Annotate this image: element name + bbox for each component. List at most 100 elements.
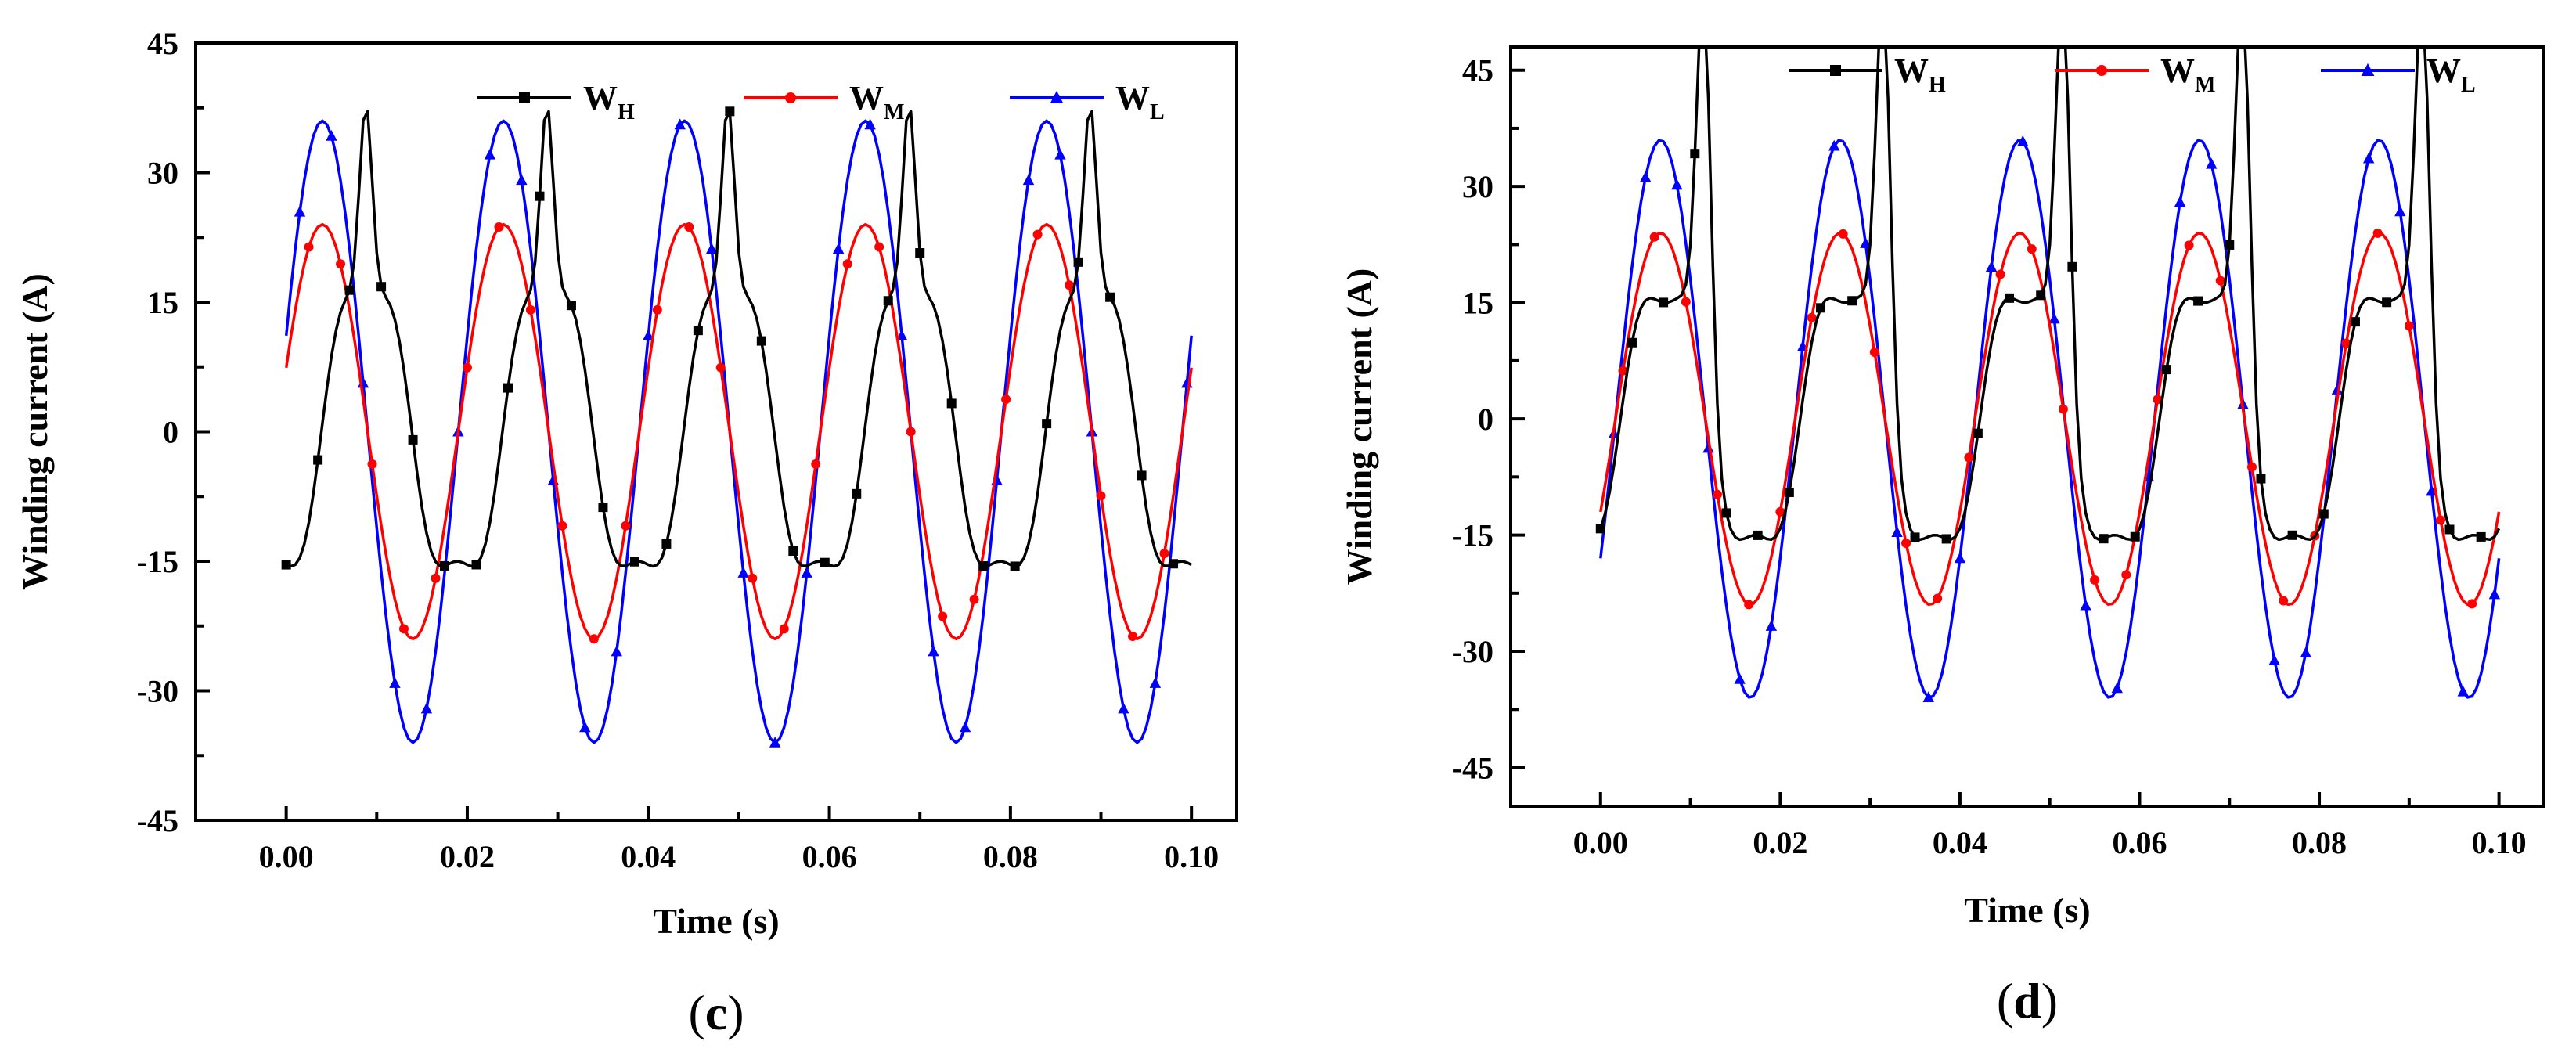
triangle-marker xyxy=(1118,702,1129,714)
square-marker xyxy=(2036,290,2046,301)
y-tick-label: 15 xyxy=(147,285,178,320)
y-tick-label: -30 xyxy=(137,674,178,709)
circle-marker xyxy=(779,624,789,634)
triangle-marker xyxy=(928,645,939,657)
triangle-marker xyxy=(2394,205,2406,217)
y-axis-title: Winding current (A) xyxy=(15,273,55,590)
circle-marker xyxy=(1744,600,1754,610)
circle-marker xyxy=(938,611,948,621)
x-tick-label: 0.06 xyxy=(2112,825,2167,860)
legend-entry-w-h: WH xyxy=(1789,52,1946,97)
triangle-marker xyxy=(2174,196,2186,207)
series-group xyxy=(1595,34,2501,702)
triangle-marker xyxy=(2017,135,2029,146)
triangle-marker xyxy=(2426,485,2437,496)
square-marker xyxy=(2287,530,2297,540)
circle-marker xyxy=(1807,312,1817,322)
triangle-marker xyxy=(2457,685,2469,697)
square-marker xyxy=(661,539,672,549)
circle-marker xyxy=(336,259,346,269)
legend-entry-w-h: WH xyxy=(477,79,635,124)
circle-marker xyxy=(1775,506,1785,517)
square-marker xyxy=(471,560,481,570)
square-marker xyxy=(2225,240,2235,250)
circle-marker xyxy=(1096,491,1106,501)
triangle-marker xyxy=(2362,152,2375,164)
triangle-marker xyxy=(801,567,812,578)
y-axis-title: Winding current (A) xyxy=(1339,268,1379,585)
circle-marker xyxy=(2096,65,2107,76)
series-w-m xyxy=(284,222,1193,644)
circle-marker xyxy=(1065,280,1075,290)
triangle-marker xyxy=(2048,312,2060,324)
circle-marker xyxy=(2090,575,2100,585)
triangle-marker xyxy=(643,329,654,340)
triangle-marker xyxy=(1985,261,1998,272)
triangle-marker xyxy=(2331,384,2344,394)
circle-marker xyxy=(1649,232,1659,242)
panel-label: (d) xyxy=(1997,973,2058,1029)
circle-marker xyxy=(304,242,314,252)
square-marker xyxy=(2476,531,2486,542)
series-w-l xyxy=(284,118,1193,748)
series-line xyxy=(1599,139,2501,699)
x-axis-title: Time (s) xyxy=(653,901,779,941)
square-marker xyxy=(503,383,513,393)
circle-marker xyxy=(1901,539,1911,549)
square-marker xyxy=(2067,261,2077,272)
square-marker xyxy=(1816,303,1825,313)
y-tick-label: -30 xyxy=(1452,634,1493,669)
circle-marker xyxy=(431,573,441,583)
y-tick-label: 30 xyxy=(147,156,178,191)
square-marker xyxy=(1042,419,1052,429)
x-tick-label: 0.10 xyxy=(1164,839,1219,874)
plot-area-frame xyxy=(194,41,1238,822)
square-marker xyxy=(1784,487,1794,497)
square-marker xyxy=(1941,534,1951,544)
x-tick-label: 0.02 xyxy=(440,839,495,874)
circle-marker xyxy=(715,362,726,373)
x-tick-label: 0.06 xyxy=(802,839,857,874)
square-marker xyxy=(1073,257,1083,267)
legend-label: WL xyxy=(1115,79,1165,124)
circle-marker xyxy=(2467,599,2477,609)
y-tick-label: 0 xyxy=(1478,402,1493,437)
square-marker xyxy=(598,503,608,513)
square-marker xyxy=(946,398,957,409)
square-marker xyxy=(1137,470,1147,481)
triangle-marker xyxy=(1922,691,1934,702)
triangle-marker xyxy=(611,645,622,657)
square-marker xyxy=(344,285,355,295)
square-marker xyxy=(2005,293,2015,303)
series-w-l xyxy=(1599,135,2501,702)
circle-marker xyxy=(367,459,377,469)
legend-label: WM xyxy=(849,79,904,124)
square-marker xyxy=(2413,34,2423,44)
chart-panel-d: 0.00 0.02 0.04 0.06 0.08 0.10 -45 -30 -15 0 15 30 45… xyxy=(1339,34,2545,1029)
triangle-marker xyxy=(1054,148,1066,160)
circle-marker xyxy=(2341,338,2351,348)
circle-marker xyxy=(2184,240,2194,250)
square-marker xyxy=(566,301,576,311)
x-tick-label: 0.00 xyxy=(1573,825,1628,860)
triangle-marker xyxy=(2300,647,2312,658)
circle-marker xyxy=(1681,297,1691,307)
x-tick-label: 0.00 xyxy=(259,839,314,874)
circle-marker xyxy=(1128,632,1137,642)
square-marker xyxy=(2099,534,2109,544)
circle-marker xyxy=(1032,229,1043,240)
series-line xyxy=(286,110,1192,568)
square-marker xyxy=(440,560,450,571)
square-marker xyxy=(820,557,830,567)
circle-marker xyxy=(842,259,852,269)
y-tick-label: -45 xyxy=(1452,751,1493,786)
square-marker xyxy=(629,557,639,567)
circle-marker xyxy=(621,521,631,531)
triangle-marker xyxy=(1050,90,1064,103)
square-marker xyxy=(1830,65,1841,76)
y-tick-label: 15 xyxy=(1462,286,1493,321)
triangle-marker xyxy=(1860,237,1872,248)
square-marker xyxy=(1690,149,1700,159)
legend-label: WM xyxy=(2160,52,2215,97)
circle-marker xyxy=(874,242,884,252)
